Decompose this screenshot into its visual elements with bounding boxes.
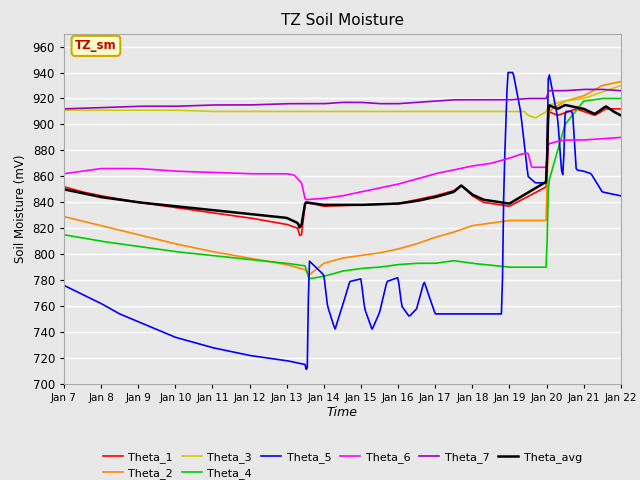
Theta_6 (393, 181, 401, 187)
Theta_5 (393, 275, 401, 281)
Theta_2 (362, 252, 370, 258)
Theta_1 (602, 106, 610, 112)
Theta_avg (518, 193, 525, 199)
Theta_7 (328, 100, 335, 106)
Y-axis label: Soil Moisture (mV): Soil Moisture (mV) (14, 155, 27, 263)
Theta_6 (605, 135, 612, 141)
Theta_5 (362, 311, 370, 316)
Theta_3 (392, 108, 399, 114)
Theta_avg (617, 112, 625, 118)
Theta_5 (326, 310, 333, 315)
Theta_2 (306, 272, 314, 277)
Theta_6 (329, 194, 337, 200)
Theta_7 (605, 87, 612, 93)
Theta_2 (329, 258, 337, 264)
Theta_6 (362, 188, 370, 193)
Theta_4 (617, 96, 625, 101)
Theta_4 (599, 96, 607, 101)
Theta_5 (302, 366, 310, 372)
X-axis label: Time: Time (327, 406, 358, 419)
Theta_avg (329, 202, 337, 208)
Theta_4 (393, 262, 401, 268)
Theta_3 (362, 108, 369, 114)
Theta_6 (60, 171, 68, 177)
Theta_1 (297, 233, 305, 239)
Title: TZ Soil Moisture: TZ Soil Moisture (281, 13, 404, 28)
Line: Theta_avg: Theta_avg (64, 105, 621, 228)
Theta_1 (393, 201, 401, 206)
Theta_6 (617, 134, 625, 140)
Theta_2 (326, 259, 333, 264)
Theta_4 (60, 232, 68, 238)
Theta_2 (60, 214, 68, 219)
Theta_1 (326, 203, 333, 209)
Line: Theta_7: Theta_7 (64, 89, 621, 109)
Theta_4 (329, 271, 337, 276)
Theta_7 (60, 106, 68, 112)
Line: Theta_3: Theta_3 (64, 85, 621, 118)
Theta_2 (393, 246, 401, 252)
Theta_4 (606, 96, 614, 101)
Theta_4 (306, 276, 314, 282)
Theta_7 (392, 101, 399, 107)
Theta_5 (60, 283, 68, 288)
Theta_1 (518, 197, 525, 203)
Theta_1 (60, 184, 68, 190)
Theta_7 (516, 96, 524, 102)
Line: Theta_6: Theta_6 (64, 137, 621, 200)
Theta_1 (617, 106, 625, 112)
Theta_5 (329, 320, 337, 326)
Theta_1 (606, 106, 614, 112)
Line: Theta_4: Theta_4 (64, 98, 621, 279)
Theta_7 (617, 88, 625, 94)
Theta_4 (326, 272, 333, 277)
Theta_6 (326, 195, 333, 201)
Text: TZ_sm: TZ_sm (75, 39, 116, 52)
Theta_3 (324, 108, 332, 114)
Theta_1 (329, 203, 337, 209)
Theta_avg (326, 202, 333, 208)
Theta_4 (362, 265, 370, 271)
Theta_3 (516, 108, 524, 114)
Theta_avg (60, 186, 68, 192)
Theta_4 (518, 264, 525, 270)
Theta_6 (302, 197, 310, 203)
Theta_avg (561, 102, 569, 108)
Line: Theta_1: Theta_1 (64, 109, 621, 236)
Theta_3 (60, 108, 68, 113)
Theta_5 (504, 70, 512, 75)
Theta_2 (617, 79, 625, 84)
Theta_5 (519, 126, 527, 132)
Theta_7 (362, 100, 369, 106)
Theta_avg (296, 225, 303, 230)
Theta_3 (617, 83, 625, 88)
Theta_7 (580, 86, 588, 92)
Theta_1 (362, 202, 370, 207)
Theta_2 (605, 81, 612, 87)
Theta_3 (605, 87, 612, 93)
Legend: Theta_1, Theta_2, Theta_3, Theta_4, Theta_5, Theta_6, Theta_7, Theta_avg: Theta_1, Theta_2, Theta_3, Theta_4, Thet… (98, 447, 587, 480)
Theta_5 (617, 193, 625, 199)
Line: Theta_5: Theta_5 (64, 72, 621, 369)
Theta_3 (531, 115, 539, 120)
Theta_6 (518, 151, 525, 157)
Theta_7 (324, 100, 332, 106)
Line: Theta_2: Theta_2 (64, 82, 621, 275)
Theta_3 (328, 108, 335, 114)
Theta_avg (362, 202, 370, 207)
Theta_5 (606, 191, 614, 196)
Theta_avg (393, 201, 401, 206)
Theta_avg (606, 106, 614, 112)
Theta_2 (518, 217, 525, 223)
